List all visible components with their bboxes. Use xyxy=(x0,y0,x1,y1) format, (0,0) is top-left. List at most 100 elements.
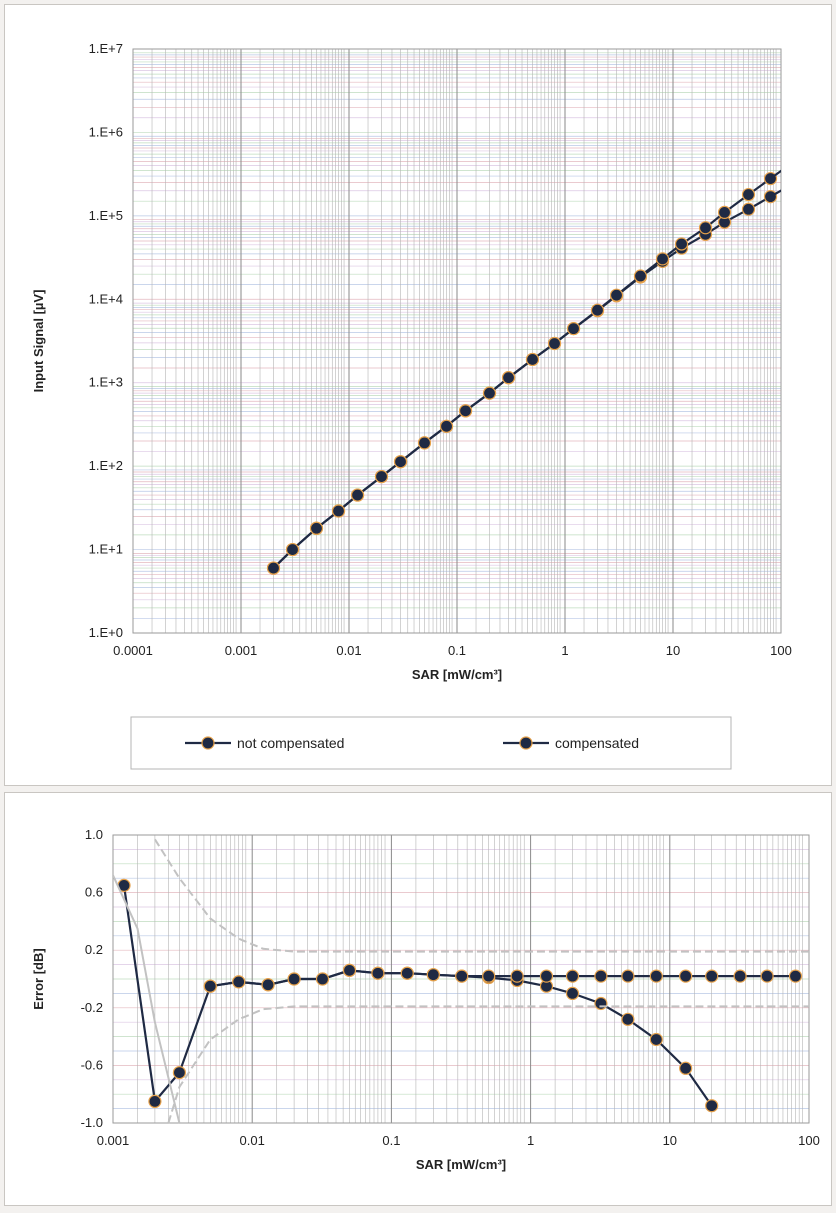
series-line-3 xyxy=(113,874,181,1124)
x-tick-label: 1 xyxy=(527,1133,534,1148)
data-point xyxy=(482,386,497,400)
data-point xyxy=(566,322,581,336)
data-point xyxy=(633,269,648,283)
y-tick-label: 0.2 xyxy=(85,942,103,957)
data-point xyxy=(148,1094,162,1108)
x-tick-label: 0.0001 xyxy=(113,643,153,658)
y-tick-label: 1.E+7 xyxy=(89,41,123,56)
data-point xyxy=(331,504,346,518)
data-point xyxy=(203,979,217,993)
data-point xyxy=(417,436,432,450)
x-tick-label: 100 xyxy=(770,643,792,658)
x-tick-label: 10 xyxy=(663,1133,677,1148)
data-point xyxy=(590,303,605,317)
data-point xyxy=(705,969,719,983)
y-tick-label: -0.6 xyxy=(81,1057,103,1072)
data-point xyxy=(788,969,803,983)
data-point xyxy=(285,542,300,557)
trend-extension xyxy=(769,189,781,198)
data-point xyxy=(649,969,663,983)
data-point xyxy=(621,1012,635,1026)
x-tick-label: 0.001 xyxy=(225,643,258,658)
data-point xyxy=(458,404,473,418)
data-point xyxy=(741,187,756,202)
data-point xyxy=(342,963,357,977)
data-point xyxy=(565,986,580,1000)
x-tick-label: 0.01 xyxy=(336,643,361,658)
data-point xyxy=(287,972,301,986)
data-point xyxy=(374,469,389,484)
data-point xyxy=(565,969,580,983)
plot-border xyxy=(132,48,782,634)
legend-label-1: not compensated xyxy=(237,735,344,751)
x-tick-label: 0.1 xyxy=(382,1133,400,1148)
y-tick-label: 1.E+6 xyxy=(89,124,123,139)
x-axis-title: SAR [mW/cm³] xyxy=(416,1157,506,1172)
data-point xyxy=(261,978,275,992)
x-tick-label: 1 xyxy=(561,643,568,658)
y-axis-title: Error [dB] xyxy=(31,948,46,1009)
y-tick-label: 1.E+4 xyxy=(89,291,123,306)
x-tick-label: 100 xyxy=(798,1133,820,1148)
data-point xyxy=(741,202,756,216)
plot-border xyxy=(112,834,810,1124)
data-point xyxy=(482,969,496,983)
data-point xyxy=(609,288,624,302)
y-tick-label: 0.6 xyxy=(85,885,103,900)
input-signal-chart: 1.E+0 1.E+1 1.E+2 1.E+3 1.E+4 1.E+5 1.E+6 1.E+7… xyxy=(31,41,792,770)
series-group xyxy=(266,169,781,575)
x-axis-title: SAR [mW/cm³] xyxy=(412,667,502,682)
error-chart-panel: 1.0 0.6 0.2 -0.2 -0.6 -1.0 0.001 0.01 0.1 1 10 100 S… xyxy=(4,792,832,1206)
data-point xyxy=(655,252,670,266)
data-point xyxy=(594,969,608,983)
data-point xyxy=(698,221,713,235)
data-point xyxy=(393,455,408,469)
trend-extension xyxy=(769,169,781,180)
series-group xyxy=(113,838,809,1124)
data-point xyxy=(501,371,516,385)
y-tick-label: -1.0 xyxy=(81,1115,103,1130)
data-point xyxy=(705,1099,719,1113)
error-chart: 1.0 0.6 0.2 -0.2 -0.6 -1.0 0.001 0.01 0.1 1 10 100 S… xyxy=(31,827,820,1172)
data-point xyxy=(594,996,608,1011)
data-point xyxy=(315,972,330,986)
data-point xyxy=(309,521,324,535)
data-point xyxy=(760,969,774,983)
data-point xyxy=(350,488,365,502)
data-point xyxy=(547,336,562,351)
data-point xyxy=(439,419,454,433)
legend-label-2: compensated xyxy=(555,735,639,751)
x-tick-label: 0.001 xyxy=(97,1133,130,1148)
data-point xyxy=(455,969,469,983)
data-point xyxy=(426,968,440,982)
data-point xyxy=(717,205,732,220)
input-signal-chart-panel: 1.E+0 1.E+1 1.E+2 1.E+3 1.E+4 1.E+5 1.E+6 1.E+7… xyxy=(4,4,832,786)
y-tick-label: 1.E+5 xyxy=(89,208,123,223)
legend-marker-1 xyxy=(201,736,215,750)
data-point xyxy=(679,969,693,983)
series-line-2 xyxy=(210,969,796,988)
data-point xyxy=(172,1066,187,1080)
data-point xyxy=(679,1061,693,1075)
data-point xyxy=(525,352,540,367)
y-tick-label: 1.0 xyxy=(85,827,103,842)
data-point xyxy=(371,966,385,980)
y-tick-label: 1.E+3 xyxy=(89,375,123,390)
series-line-5 xyxy=(167,1005,809,1124)
y-tick-label: 1.E+0 xyxy=(89,625,123,640)
series-line-4 xyxy=(154,838,809,953)
x-tick-label: 0.01 xyxy=(240,1133,265,1148)
y-axis-title: Input Signal [µV] xyxy=(31,290,46,393)
x-tick-label: 0.1 xyxy=(448,643,466,658)
data-point xyxy=(621,969,635,983)
y-tick-label: -0.2 xyxy=(81,1000,103,1015)
data-point xyxy=(674,237,689,251)
y-tick-label: 1.E+2 xyxy=(89,458,123,473)
data-point xyxy=(266,561,281,575)
data-point xyxy=(232,975,246,989)
data-point xyxy=(539,969,554,983)
data-point xyxy=(510,969,524,983)
data-point xyxy=(400,966,414,980)
y-tick-label: 1.E+1 xyxy=(89,542,123,557)
